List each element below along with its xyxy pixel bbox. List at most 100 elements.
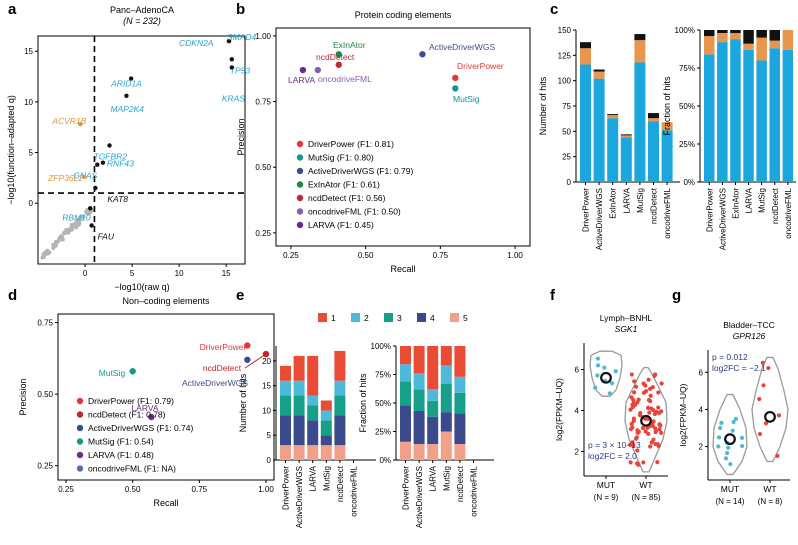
c-left-bar-black	[580, 42, 591, 49]
a-label-tp53: TP53	[230, 65, 251, 75]
b-point-exinator	[335, 51, 342, 58]
c-left-category-label: LARVA	[622, 187, 631, 213]
panel-letter-g: g	[672, 287, 681, 304]
f-point-wt	[629, 421, 634, 427]
b-legend-label: DriverPower (F1: 0.81)	[308, 139, 394, 149]
e-legend-label-3: 3	[397, 313, 402, 323]
f-point-mut	[609, 381, 615, 386]
c-left-category-label: ActiveDriverWGS	[595, 188, 604, 250]
b-legend-label: MutSig (F1: 0.80)	[308, 153, 374, 163]
b-ytick-label: 0.25	[255, 229, 271, 238]
d-legend-label: ActiveDriverWGS (F1: 0.74)	[88, 423, 193, 433]
c-right-ytick-label: 75%	[679, 64, 695, 73]
b-xtick-label: 0.75	[433, 251, 449, 260]
a-point-rbm10	[88, 206, 93, 211]
c-left-ytick-label: 75	[562, 102, 571, 111]
g-annotation: log2FC = −2.1	[712, 363, 766, 373]
c-right-ytick-label: 100%	[675, 26, 695, 35]
b-xlabel: Recall	[390, 264, 415, 274]
e-left-bar-3	[293, 395, 305, 416]
g-point-wt	[760, 360, 765, 365]
g-point-mut	[733, 416, 738, 421]
f-point-wt	[656, 405, 661, 410]
b-point-label-mutsig: MutSig	[453, 94, 480, 104]
e-left-category-label: LARVA	[309, 465, 318, 491]
f-point-mut	[595, 373, 600, 378]
e-legend-swatch-1	[318, 313, 327, 322]
e-left-bar-2	[293, 380, 305, 396]
e-left-bar-1	[334, 350, 346, 381]
d-legend-marker	[76, 465, 84, 472]
f-ytick-label: 6	[575, 366, 580, 375]
f-point-wt	[646, 398, 652, 403]
f-annotation: p = 3 × 10−13	[588, 440, 641, 450]
g-point-mut	[719, 420, 724, 425]
d-legend-label: oncodriveFML (F1: NA)	[88, 464, 176, 474]
a-background-point	[53, 242, 58, 247]
g-point-mut	[728, 461, 733, 467]
f-group-n: (N = 9)	[594, 493, 619, 502]
c-left-ytick-label: 50	[562, 127, 571, 136]
e-right-bar-4	[400, 405, 411, 442]
e-left-bar-5	[320, 445, 332, 460]
f-point-wt	[628, 460, 633, 465]
b-legend-marker	[296, 208, 304, 215]
b-legend-label: ExInAtor (F1: 0.61)	[308, 180, 380, 190]
g-annotation: p = 0.012	[712, 352, 748, 362]
a-label-fau: FAU	[98, 231, 115, 241]
e-legend-swatch-4	[417, 313, 426, 322]
e-right-bar-3	[413, 389, 425, 411]
d-xlabel: Recall	[153, 498, 178, 508]
a-label-arid1a: ARID1A	[110, 79, 142, 89]
g-point-mut	[739, 443, 745, 449]
a-label-rnf43: RNF43	[107, 159, 134, 169]
f-median-wt	[640, 414, 652, 427]
c-right-bar-orange	[730, 33, 741, 40]
e-right-category-label: DriverPower	[402, 466, 411, 510]
f-point-mut	[595, 363, 601, 368]
a-label-zfp36l2: ZFP36L2	[47, 173, 83, 183]
e-right-category-label: LARVA	[429, 465, 438, 491]
e-left-bar-4	[280, 415, 291, 446]
f-point-wt	[635, 448, 640, 453]
e-left-ytick-label: 0	[267, 456, 272, 465]
a-label-tgfbr2: TGFBR2	[94, 151, 128, 161]
b-xtick-label: 0.25	[283, 251, 299, 260]
e-left-bar-4	[307, 420, 319, 446]
c-right-category-label: oncodriveFML	[784, 187, 793, 238]
c-left-bar-black	[593, 69, 605, 72]
d-point-driverpower	[244, 342, 251, 349]
e-right-bar-5	[454, 444, 466, 460]
f-point-wt	[629, 395, 634, 400]
b-ytick-label: 0.75	[255, 98, 271, 107]
a-ytick-label: 0	[29, 199, 34, 208]
c-right-ytick-label: 50%	[679, 102, 695, 111]
e-left-bar-4	[334, 415, 346, 446]
g-ytick-label: 2	[699, 443, 704, 452]
e-left-bar-1	[320, 400, 332, 411]
e-left-bar-2	[334, 380, 346, 396]
d-legend-marker	[76, 451, 84, 459]
g-point-mut	[716, 435, 722, 440]
d-ylabel: Precision	[18, 378, 28, 415]
a-label-kat8: KAT8	[107, 194, 128, 204]
b-point-label-ncddetect: ncdDetect	[316, 52, 355, 62]
b-legend-label: LARVA (F1: 0.45)	[308, 220, 374, 230]
f-point-mut	[595, 356, 601, 361]
e-left-category-label: ActiveDriverWGS	[295, 466, 304, 528]
g-ylabel: log2(FPKM–UQ)	[678, 383, 688, 446]
f-point-wt	[633, 436, 639, 441]
b-xtick-label: 0.50	[358, 251, 374, 260]
a-point-tp53	[229, 57, 235, 62]
e-right-ytick-label: 50%	[375, 399, 391, 408]
b-point-label-oncodrivefml: oncodriveFML	[318, 74, 372, 84]
b-ylabel: Precision	[236, 118, 246, 155]
e-left-bar-2	[307, 395, 319, 406]
panel-letter-a: a	[8, 1, 17, 18]
c-left-bar-blue	[580, 64, 591, 182]
a-point-map2k4	[124, 93, 129, 98]
c-left-ytick-label: 0	[567, 178, 572, 187]
f-point-wt	[647, 410, 652, 415]
f-point-wt	[648, 386, 653, 391]
